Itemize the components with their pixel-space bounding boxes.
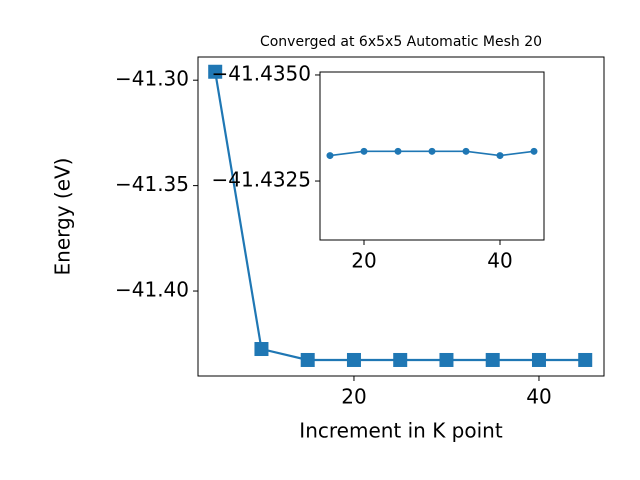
marker — [300, 352, 315, 367]
y-tick-label: −41.4325 — [212, 168, 311, 192]
marker — [439, 352, 454, 367]
marker — [462, 147, 470, 155]
marker — [485, 352, 500, 367]
axes-frame — [197, 56, 605, 377]
y-tick-label: −41.4350 — [212, 61, 311, 85]
chart-title: Converged at 6x5x5 Automatic Mesh 20 — [260, 34, 542, 50]
y-tick-label: −41.40 — [115, 278, 189, 302]
marker — [394, 147, 402, 155]
marker — [360, 147, 368, 155]
marker — [393, 352, 408, 367]
y-tick-label: −41.30 — [115, 67, 189, 91]
x-tick-label: 40 — [487, 249, 512, 273]
marker — [208, 64, 223, 79]
x-tick-label: 20 — [351, 249, 376, 273]
axes-frame — [319, 71, 545, 241]
marker — [496, 152, 504, 160]
x-tick-label: 40 — [526, 385, 551, 409]
x-axis-label: Increment in K point — [299, 419, 503, 443]
marker — [254, 342, 269, 357]
marker — [428, 147, 436, 155]
marker — [326, 152, 334, 160]
marker — [530, 147, 538, 155]
marker — [531, 352, 546, 367]
y-tick-label: −41.35 — [115, 172, 189, 196]
x-tick-label: 20 — [341, 385, 366, 409]
plot-background — [320, 72, 544, 240]
y-axis-label: Energy (eV) — [51, 158, 75, 276]
marker — [578, 352, 593, 367]
marker — [346, 352, 361, 367]
